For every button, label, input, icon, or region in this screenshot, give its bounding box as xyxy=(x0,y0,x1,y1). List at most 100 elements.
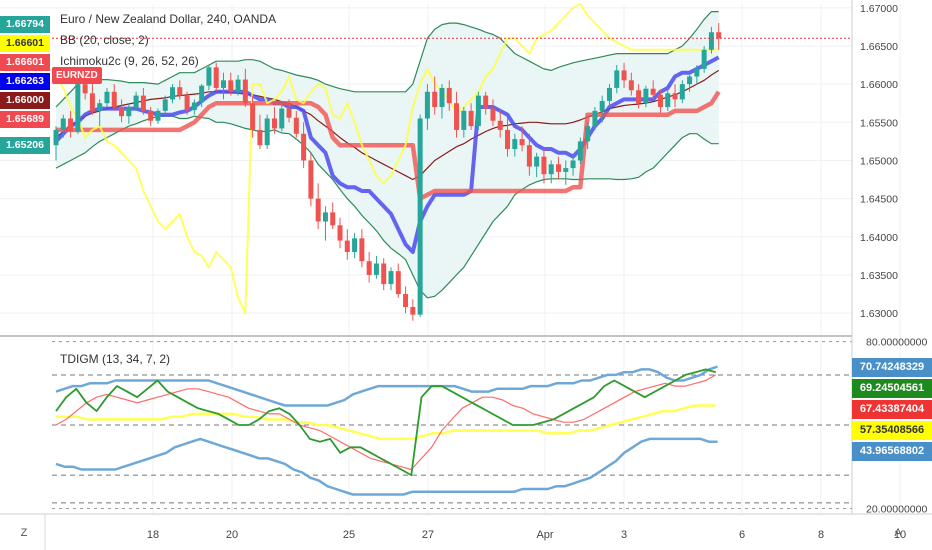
candle-body xyxy=(373,263,379,275)
oscillator-value-badge: 43.96568802 xyxy=(852,442,932,462)
price-badge: 1.66000 xyxy=(0,91,50,109)
candle-body xyxy=(366,261,372,275)
candle-body xyxy=(264,118,270,146)
candle-body xyxy=(432,91,438,108)
price-series-line xyxy=(55,11,719,108)
candle-body xyxy=(104,91,110,104)
oscillator-legend: TDIGM (13, 34, 7, 2) xyxy=(60,352,171,366)
candle-body xyxy=(548,164,554,175)
time-tick-label: 20 xyxy=(226,529,238,541)
candle-body xyxy=(97,103,103,111)
candle-body xyxy=(75,84,81,132)
price-series-line xyxy=(56,90,721,201)
candle-body xyxy=(381,263,387,285)
candle-body xyxy=(162,99,168,111)
candle-body xyxy=(512,139,518,150)
time-tick-label: 8 xyxy=(818,529,824,541)
candle-body xyxy=(322,212,328,222)
candle-body xyxy=(701,49,707,69)
time-axis[interactable]: 18 20 25 27 Apr 3 6 8 10 xyxy=(147,529,906,541)
oscillator-value-badge: 69.24504561 xyxy=(852,379,932,399)
candle-body xyxy=(606,87,612,101)
candle-body xyxy=(140,95,146,111)
price-tick-label: 1.64000 xyxy=(860,232,898,244)
candle-body xyxy=(308,160,314,199)
candle-body xyxy=(170,87,176,100)
candle-body xyxy=(191,102,197,111)
price-series-line xyxy=(54,55,720,254)
candle-body xyxy=(636,90,642,104)
candle-body xyxy=(221,80,226,88)
candle-body xyxy=(657,94,663,108)
candle-body xyxy=(388,271,394,285)
candle-body xyxy=(337,225,343,241)
candle-body xyxy=(53,129,59,146)
candle-body xyxy=(403,294,409,307)
price-tick-label: 1.64500 xyxy=(860,194,898,206)
candle-body xyxy=(694,68,700,77)
candle-body xyxy=(483,95,489,109)
candle-body xyxy=(286,108,292,118)
price-axis[interactable]: 1.67000 1.66500 1.66000 1.65500 1.65000 1.645… xyxy=(860,3,927,516)
time-tick-label: 18 xyxy=(147,529,159,541)
candle-body xyxy=(89,93,95,111)
candle-body xyxy=(672,93,678,100)
time-tick-label: 27 xyxy=(422,529,434,541)
candle-body xyxy=(534,156,540,167)
price-badge: 1.66794 xyxy=(0,15,50,33)
candle-body xyxy=(301,133,307,161)
oscillator-series-line xyxy=(55,365,718,407)
candle-body xyxy=(257,129,263,146)
candle-body xyxy=(315,198,321,222)
bb-legend: BB (20, close, 2) xyxy=(60,33,149,47)
zoom-icon[interactable]: Z xyxy=(21,527,28,539)
candle-body xyxy=(250,103,256,130)
candle-body xyxy=(206,67,212,86)
candle-body xyxy=(708,32,714,50)
candle-body xyxy=(235,79,241,92)
price-tick-label: 1.65000 xyxy=(860,155,898,167)
price-badge: 1.66263 xyxy=(0,72,50,90)
symbol-badge: EURNZD xyxy=(52,67,102,84)
oscillator-grid xyxy=(52,341,852,509)
price-series-line xyxy=(55,3,719,315)
candle-body xyxy=(585,126,591,142)
candle-body xyxy=(293,117,299,134)
candle-body xyxy=(177,87,183,96)
oscillator-value-badge: 67.43387404 xyxy=(852,400,932,420)
candle-body xyxy=(468,110,474,127)
candle-body xyxy=(556,164,561,172)
oscillator-series-line xyxy=(55,368,717,476)
price-badge: 1.66601 xyxy=(0,53,50,71)
candle-body xyxy=(526,145,532,167)
candle-body xyxy=(184,95,190,111)
candle-body xyxy=(199,85,205,103)
price-indicator-lines xyxy=(54,3,721,315)
candle-body xyxy=(599,100,605,111)
oscillator-tick-label: 80.00000000 xyxy=(866,337,927,349)
candle-body xyxy=(68,118,74,132)
auto-scale-icon[interactable]: A xyxy=(894,527,902,539)
price-badge: 1.66601 xyxy=(0,34,50,52)
candle-body xyxy=(395,271,401,295)
oscillator-value-badge: 70.74248329 xyxy=(852,358,932,378)
candle-body xyxy=(417,118,423,315)
time-tick-label: 25 xyxy=(343,529,355,541)
oscillator-series-line xyxy=(56,404,716,441)
candle-body xyxy=(126,107,132,117)
candle-body xyxy=(541,156,547,175)
ichimoku-legend: Ichimoku2c (9, 26, 52, 26) xyxy=(60,54,199,68)
price-tick-label: 1.63500 xyxy=(860,270,898,282)
time-tick-label: 6 xyxy=(739,529,745,541)
candle-body xyxy=(279,108,285,129)
candle-body xyxy=(628,80,634,91)
candle-body xyxy=(570,160,576,169)
candle-body xyxy=(490,108,496,121)
candle-body xyxy=(563,168,569,172)
price-tick-label: 1.65500 xyxy=(860,117,898,129)
candle-body xyxy=(614,70,620,88)
candle-body xyxy=(475,95,481,127)
candle-body xyxy=(497,120,503,130)
candle-body xyxy=(454,103,460,130)
